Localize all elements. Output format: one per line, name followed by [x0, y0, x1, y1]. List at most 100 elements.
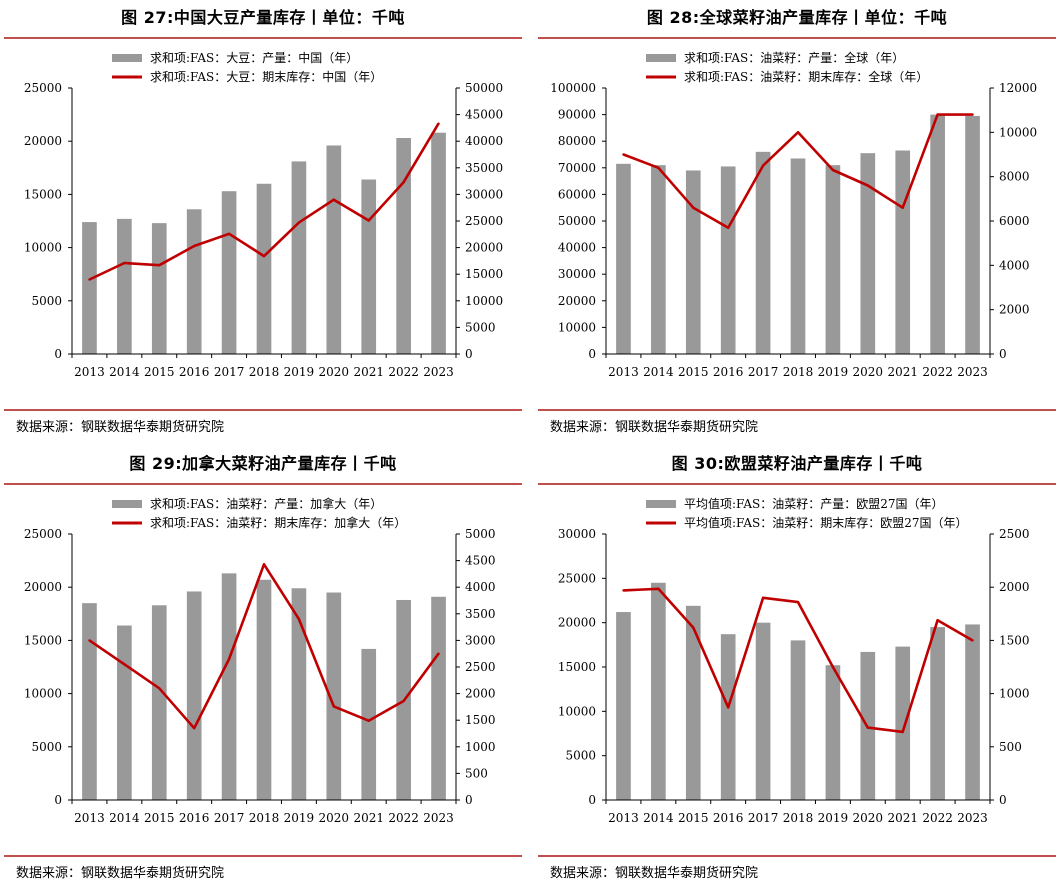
x-tick-label-2019: 2019 [284, 365, 315, 379]
line-point-2021 [901, 730, 904, 734]
right-tick-label: 15000 [465, 267, 503, 281]
x-tick-label-2019: 2019 [818, 811, 849, 825]
bar-2017 [221, 191, 237, 354]
bar-2016 [186, 591, 202, 800]
line-point-2020 [866, 726, 870, 729]
line-point-2019 [297, 617, 301, 621]
bar-2022 [930, 114, 945, 354]
bar-2015 [151, 605, 167, 800]
x-tick-label-2022: 2022 [388, 811, 419, 825]
left-tick-label: 15000 [558, 660, 596, 674]
legend-bar-label: 求和项:FAS：油菜籽：产量：加拿大（年） [150, 496, 382, 511]
title-divider [4, 483, 522, 485]
source-note: 数据来源：钢联数据华泰期货研究院 [550, 866, 759, 881]
bar-2013 [82, 222, 97, 354]
right-tick-label: 4500 [465, 554, 496, 568]
bar-2015 [151, 223, 167, 354]
bar-2013 [82, 603, 97, 800]
x-tick-label-2018: 2018 [249, 365, 280, 379]
line-point-2015 [692, 626, 695, 629]
line-point-2014 [123, 261, 126, 265]
bar-2014 [117, 625, 132, 800]
left-tick-label: 25000 [24, 81, 62, 95]
right-tick-label: 0 [465, 793, 473, 807]
line-point-2021 [367, 719, 370, 722]
right-tick-label: 4000 [465, 580, 496, 594]
line-point-2022 [402, 699, 405, 703]
line-point-2022 [936, 113, 939, 116]
right-tick-label: 45000 [465, 108, 503, 122]
x-tick-label-2014: 2014 [643, 811, 674, 825]
x-tick-label-2016: 2016 [713, 811, 744, 825]
line-point-2014 [657, 587, 660, 590]
right-tick-label: 2000 [999, 303, 1030, 317]
line-point-2018 [262, 563, 266, 566]
left-tick-label: 30000 [558, 527, 596, 541]
x-tick-label-2021: 2021 [353, 365, 384, 379]
x-tick-label-2015: 2015 [678, 365, 709, 379]
x-tick-label-2015: 2015 [144, 365, 175, 379]
bar-2015 [685, 605, 701, 800]
bar-2021 [361, 648, 377, 800]
x-tick-label-2016: 2016 [179, 811, 210, 825]
left-tick-label: 0 [54, 793, 62, 807]
source-divider [4, 409, 522, 411]
bar-2016 [186, 209, 202, 354]
right-tick-label: 50000 [465, 81, 503, 95]
x-tick-label-2014: 2014 [643, 365, 674, 379]
left-tick-label: 10000 [558, 320, 596, 334]
legend-bar-label: 平均值项:FAS：油菜籽：产量：欧盟27国（年） [684, 496, 943, 511]
bar-2018 [256, 183, 272, 354]
line-point-2019 [297, 221, 301, 224]
bar-2020 [326, 145, 342, 354]
chart-panel-27: 图 27:中国大豆产量库存丨单位：千吨 求和项:FAS：大豆：产量：中国（年）求… [4, 0, 522, 442]
x-tick-label-2023: 2023 [957, 365, 988, 379]
line-point-2021 [367, 219, 370, 222]
left-tick-label: 0 [588, 347, 596, 361]
legend-bar-swatch [112, 500, 142, 508]
left-tick-label: 40000 [558, 241, 596, 255]
line-point-2015 [158, 263, 161, 267]
bar-2017 [755, 151, 771, 354]
left-tick-label: 30000 [558, 267, 596, 281]
chart-svg: 平均值项:FAS：油菜籽：产量：欧盟27国（年） 平均值项:FAS：油菜籽：期末库… [558, 496, 1030, 825]
line-point-2019 [831, 168, 835, 172]
line-point-2013 [88, 639, 91, 642]
bar-2023 [965, 115, 980, 355]
left-tick-label: 70000 [558, 161, 596, 175]
chart-title: 图 27:中国大豆产量库存丨单位：千吨 [121, 8, 405, 27]
right-tick-label: 4000 [999, 258, 1030, 272]
line-point-2022 [402, 180, 405, 184]
bar-2018 [256, 579, 272, 800]
x-tick-label-2018: 2018 [249, 811, 280, 825]
bar-2014 [651, 165, 666, 354]
source-note: 数据来源：钢联数据华泰期货研究院 [550, 420, 759, 435]
left-tick-label: 10000 [558, 704, 596, 718]
left-tick-label: 5000 [31, 740, 62, 754]
right-tick-label: 5000 [465, 320, 496, 334]
line-point-2016 [192, 244, 196, 248]
right-tick-label: 6000 [999, 214, 1030, 228]
bar-2021 [895, 646, 911, 800]
right-tick-label: 2000 [465, 687, 496, 701]
source-divider [538, 409, 1056, 411]
right-tick-label: 10000 [465, 294, 503, 308]
bar-2020 [860, 153, 876, 354]
bar-2023 [431, 132, 446, 354]
right-tick-label: 10000 [999, 125, 1037, 139]
bar-2017 [755, 622, 771, 800]
right-tick-label: 0 [999, 793, 1007, 807]
legend-bar-label: 求和项:FAS：大豆：产量：中国（年） [150, 50, 358, 65]
bar-2021 [895, 150, 911, 354]
bar-2013 [616, 612, 631, 800]
x-tick-label-2019: 2019 [818, 365, 849, 379]
line-point-2016 [726, 706, 730, 709]
x-tick-label-2021: 2021 [887, 811, 918, 825]
left-tick-label: 0 [54, 347, 62, 361]
right-tick-label: 1000 [999, 687, 1030, 701]
line-point-2018 [796, 600, 800, 604]
bar-2022 [930, 627, 945, 800]
x-tick-label-2017: 2017 [748, 365, 779, 379]
right-tick-label: 25000 [465, 214, 503, 228]
bar-2015 [685, 170, 701, 354]
